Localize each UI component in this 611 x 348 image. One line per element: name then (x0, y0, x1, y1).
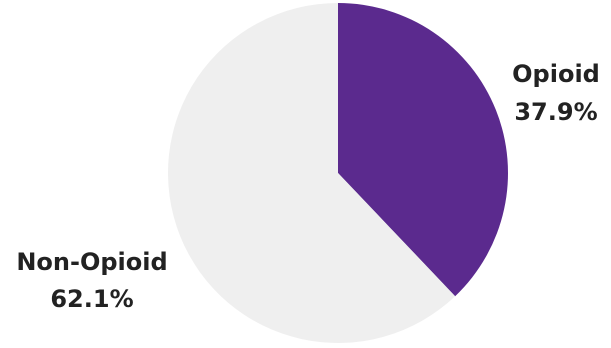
label-non-opioid-name: Non-Opioid (16, 248, 167, 276)
pie-slices (168, 3, 508, 343)
label-opioid-name: Opioid (512, 60, 600, 88)
pie-slice-opioid (338, 3, 508, 297)
pie-slice-non-opioid (168, 3, 456, 343)
label-non-opioid-value: 62.1% (50, 285, 133, 313)
label-opioid-value: 37.9% (514, 98, 597, 126)
pie-labels: Opioid 37.9% Non-Opioid 62.1% (16, 60, 600, 313)
